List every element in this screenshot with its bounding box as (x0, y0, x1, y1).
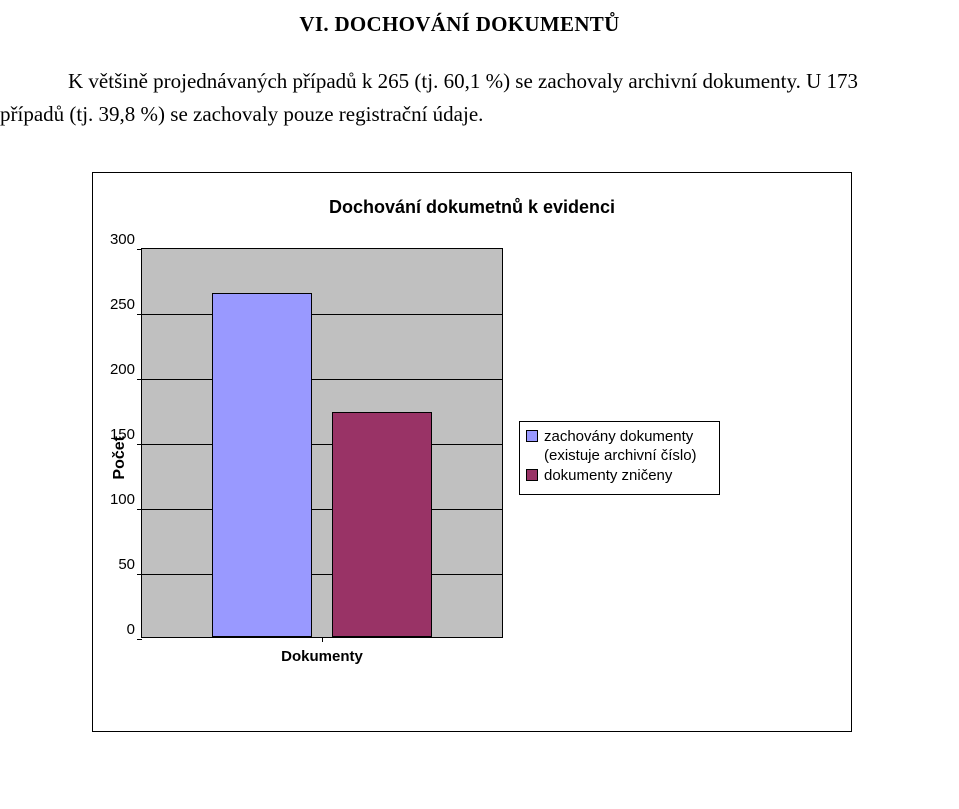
gridline (142, 379, 502, 380)
gridline (142, 509, 502, 510)
legend-swatch (526, 469, 538, 481)
gridline (142, 314, 502, 315)
legend-item-0: zachovány dokumenty (existuje archivní č… (526, 428, 709, 466)
legend-label: dokumenty zničeny (544, 467, 672, 486)
y-tick-mark (137, 379, 142, 380)
x-axis-label: Dokumenty (141, 648, 503, 665)
y-tick-mark (137, 509, 142, 510)
gridline (142, 574, 502, 575)
legend: zachovány dokumenty (existuje archivní č… (519, 421, 720, 495)
legend-swatch (526, 430, 538, 442)
y-tick-mark (137, 444, 142, 445)
chart-body: Počet 300250200150100500 Dokumenty zacho… (111, 248, 833, 708)
bar-series-1 (332, 412, 432, 637)
section-heading: VI. DOCHOVÁNÍ DOKUMENTŮ (0, 12, 919, 37)
chart-container: Dochování dokumetnů k evidenci Počet 300… (92, 172, 852, 732)
legend-item-1: dokumenty zničeny (526, 467, 709, 486)
x-tick-mark (322, 637, 323, 642)
intro-paragraph: K většině projednávaných případů k 265 (… (0, 65, 919, 130)
legend-label: zachovány dokumenty (existuje archivní č… (544, 428, 709, 466)
y-tick-mark (137, 639, 142, 640)
plot-area (141, 248, 503, 638)
y-tick-mark (137, 314, 142, 315)
chart-title: Dochování dokumetnů k evidenci (111, 197, 833, 218)
bar-series-0 (212, 293, 312, 638)
plot-wrap: Dokumenty (141, 248, 503, 665)
y-tick-mark (137, 249, 142, 250)
gridline (142, 444, 502, 445)
y-tick-mark (137, 574, 142, 575)
